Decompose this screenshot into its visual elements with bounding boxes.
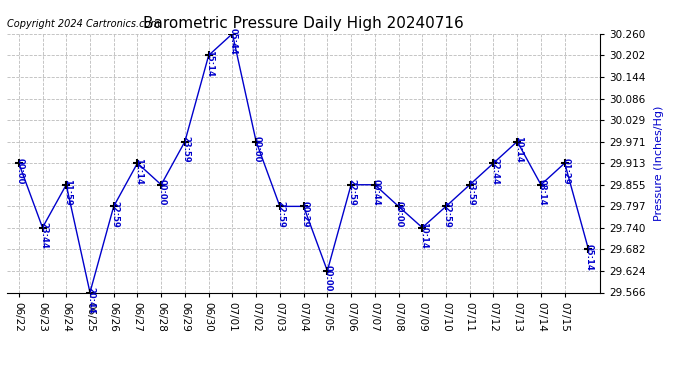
Title: Barometric Pressure Daily High 20240716: Barometric Pressure Daily High 20240716 <box>144 16 464 31</box>
Text: 00:00: 00:00 <box>395 201 404 227</box>
Text: 01:29: 01:29 <box>561 158 570 184</box>
Text: 23:44: 23:44 <box>39 222 48 249</box>
Text: 22:59: 22:59 <box>110 201 119 228</box>
Text: 08:14: 08:14 <box>538 179 546 206</box>
Text: Copyright 2024 Cartronics.com: Copyright 2024 Cartronics.com <box>7 19 160 28</box>
Text: 00:00: 00:00 <box>324 266 333 292</box>
Text: 22:59: 22:59 <box>442 201 451 228</box>
Text: 10:14: 10:14 <box>419 222 428 249</box>
Text: 22:59: 22:59 <box>277 201 286 228</box>
Text: 11:59: 11:59 <box>63 179 72 206</box>
Text: 23:59: 23:59 <box>466 179 475 206</box>
Text: 00:00: 00:00 <box>158 179 167 206</box>
Text: 00:00: 00:00 <box>253 136 262 162</box>
Text: 23:59: 23:59 <box>181 136 190 163</box>
Text: 20:44: 20:44 <box>86 287 95 314</box>
Text: 00:29: 00:29 <box>300 201 309 227</box>
Text: 22:59: 22:59 <box>348 179 357 206</box>
Text: 15:14: 15:14 <box>205 50 214 77</box>
Text: 00:00: 00:00 <box>15 158 24 184</box>
Text: 05:14: 05:14 <box>585 244 594 270</box>
Y-axis label: Pressure (Inches/Hg): Pressure (Inches/Hg) <box>654 105 664 221</box>
Text: 00:44: 00:44 <box>371 179 380 206</box>
Text: 10:14: 10:14 <box>514 136 523 163</box>
Text: 05:44: 05:44 <box>229 28 238 55</box>
Text: 12:14: 12:14 <box>134 158 143 184</box>
Text: 22:44: 22:44 <box>490 158 499 184</box>
